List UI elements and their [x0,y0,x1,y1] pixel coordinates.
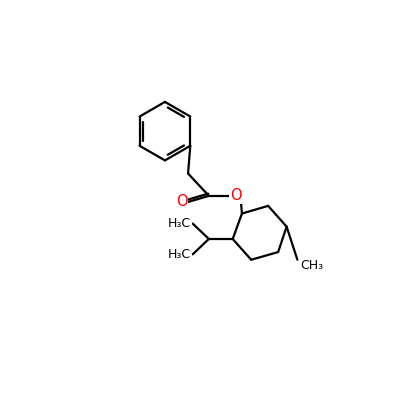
Text: O: O [230,188,242,203]
Text: H₃C: H₃C [168,217,191,230]
Text: CH₃: CH₃ [300,260,324,272]
Text: O: O [176,194,188,210]
Text: H₃C: H₃C [168,248,191,261]
